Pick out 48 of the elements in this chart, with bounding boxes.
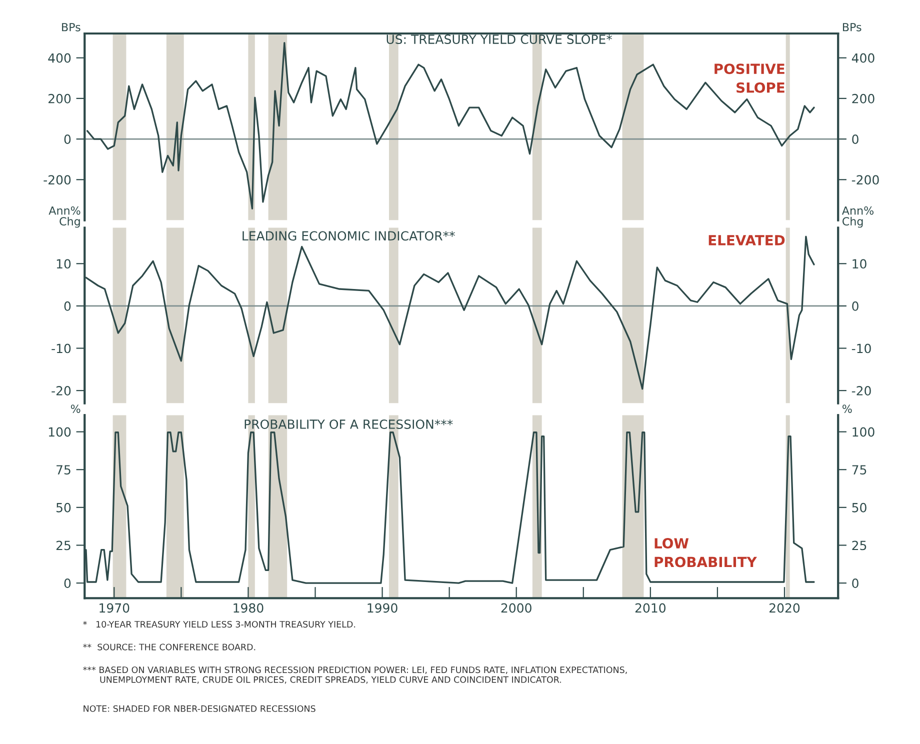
y-tick-label: 100: [48, 427, 71, 437]
chart-title: US: TREASURY YIELD CURVE SLOPE*: [386, 34, 612, 44]
y-tick-label: 200: [48, 94, 71, 104]
y2-axis-title: BPs: [842, 23, 862, 32]
y2-tick-label: 75: [852, 465, 866, 475]
y2-tick-label: -200: [852, 175, 879, 185]
x-tick-label: 2000: [501, 603, 532, 613]
y2-tick-label: 0: [852, 134, 858, 144]
y-axis-title: BPs: [62, 23, 80, 32]
y2-tick-label: 400: [852, 53, 874, 63]
y-tick-label: 400: [48, 53, 71, 63]
y2-tick-label: 25: [852, 540, 866, 550]
annotation: ELEVATED: [708, 235, 785, 246]
y2-tick-label: 0: [852, 301, 858, 311]
y2-tick-label: 200: [852, 94, 874, 104]
y2-tick-label: 10: [852, 259, 866, 269]
y2-tick-label: -10: [852, 344, 871, 354]
text: NOTE: SHADED FOR NBER-DESIGNATED RECESSIONS: [84, 705, 316, 712]
y-tick-label: 0: [64, 301, 71, 311]
y-axis-title: Ann% Chg: [48, 206, 80, 228]
text: ** SOURCE: THE CONFERENCE BOARD.: [83, 644, 256, 650]
y2-axis-title: Ann% Chg: [842, 206, 874, 228]
y-axis-title: %: [70, 404, 80, 413]
x-tick-label: 2020: [770, 603, 800, 613]
chart-title: LEADING ECONOMIC INDICATOR**: [242, 231, 455, 241]
x-tick-label: 1970: [100, 603, 130, 613]
y-tick-label: -10: [52, 344, 71, 354]
annotation: LOW PROBABILITY: [654, 538, 757, 568]
y-tick-label: 75: [56, 465, 70, 475]
y2-tick-label: 100: [852, 427, 874, 437]
y2-axis-title: %: [842, 404, 852, 413]
y-tick-label: 10: [56, 259, 71, 269]
annotation: POSITIVE SLOPE: [714, 64, 784, 93]
x-tick-label: 1990: [368, 603, 398, 613]
y-tick-label: 50: [56, 502, 71, 512]
y-tick-label: 25: [56, 540, 70, 550]
y2-tick-label: 0: [852, 578, 858, 588]
y-tick-label: 0: [64, 134, 71, 144]
chart-title: PROBABILITY OF A RECESSION***: [244, 420, 453, 429]
y-tick-label: -200: [44, 175, 71, 185]
text: *** BASED ON VARIABLES WITH STRONG RECESSION PREDICTION POWER: LEI, FED FUNDS RATE, INFLATION EXPECTATIONS, UNEMPLOYMENT RATE, CRUDE OIL PRICES, CREDIT SPREADS, YIELD CURVE AND COINCIDENT INDICATOR.: [83, 666, 627, 684]
text: * 10-YEAR TREASURY YIELD LESS 3-MONTH TREASURY YIELD.: [83, 620, 356, 628]
y-tick-label: -20: [52, 386, 71, 396]
y-tick-label: 0: [64, 578, 71, 588]
y2-tick-label: -20: [852, 386, 871, 396]
x-tick-label: 1980: [234, 603, 264, 613]
y2-tick-label: 50: [852, 502, 866, 512]
x-tick-label: 2010: [635, 603, 666, 613]
